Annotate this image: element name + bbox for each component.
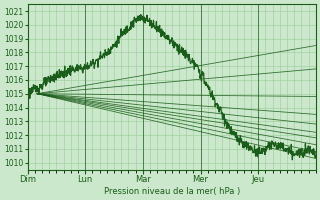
X-axis label: Pression niveau de la mer( hPa ): Pression niveau de la mer( hPa )	[104, 187, 240, 196]
